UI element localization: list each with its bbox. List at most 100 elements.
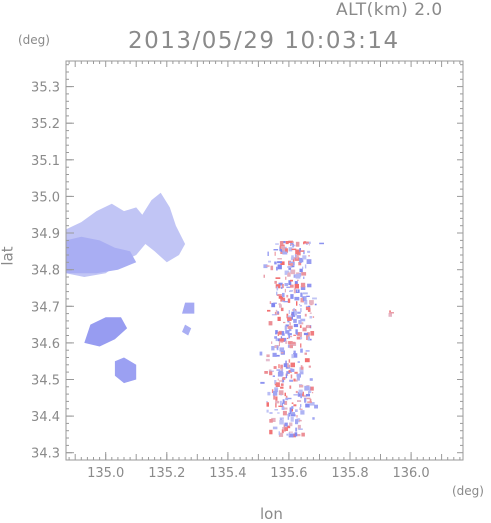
- eastern-cluster-pixel: [289, 261, 293, 264]
- eastern-cluster-pixel: [279, 241, 284, 245]
- eastern-cluster-pixel: [284, 401, 288, 405]
- eastern-cluster-pixel: [291, 311, 295, 316]
- eastern-cluster-pixel: [275, 277, 281, 279]
- eastern-cluster-pixel: [279, 347, 285, 352]
- eastern-cluster-pixel: [305, 305, 311, 308]
- eastern-cluster-pixel: [276, 286, 279, 291]
- eastern-cluster-pixel: [290, 412, 296, 415]
- eastern-cluster-pixel: [304, 358, 310, 363]
- eastern-cluster-pixel: [308, 242, 310, 246]
- eastern-cluster-pixel: [278, 303, 281, 306]
- eastern-cluster-pixel: [273, 395, 276, 400]
- eastern-cluster-pixel: [297, 424, 301, 430]
- eastern-cluster-pixel: [282, 251, 288, 255]
- eastern-cluster-pixel: [280, 400, 282, 406]
- eastern-cluster-pixel: [302, 255, 307, 260]
- eastern-cluster-pixel: [299, 257, 304, 263]
- eastern-cluster-pixel: [310, 331, 315, 336]
- eastern-cluster-pixel: [295, 379, 298, 382]
- eastern-cluster-pixel: [290, 414, 296, 417]
- eastern-cluster-pixel: [289, 284, 294, 288]
- eastern-cluster-pixel: [302, 292, 308, 295]
- eastern-cluster-pixel: [282, 284, 284, 289]
- eastern-cluster-pixel: [271, 341, 273, 344]
- eastern-cluster-pixel: [276, 347, 278, 349]
- y-tick-label: 35.1: [31, 154, 60, 169]
- eastern-cluster-pixel: [296, 301, 298, 306]
- eastern-cluster-pixel: [286, 337, 289, 339]
- eastern-cluster-pixel: [289, 410, 291, 414]
- eastern-cluster-pixel: [275, 396, 278, 401]
- x-axis-title: lon: [260, 505, 283, 523]
- eastern-cluster-pixel: [278, 432, 284, 437]
- eastern-cluster-pixel: [280, 364, 283, 370]
- eastern-cluster-pixel: [281, 331, 285, 336]
- eastern-cluster-pixel: [292, 243, 294, 248]
- eastern-cluster-pixel: [293, 308, 295, 314]
- eastern-cluster-pixel: [287, 317, 292, 321]
- eastern-cluster-pixel: [291, 354, 294, 359]
- x-tick-label: 135.2: [148, 466, 185, 481]
- eastern-cluster-pixel: [291, 406, 294, 409]
- eastern-cluster-pixel: [287, 272, 291, 277]
- eastern-cluster-pixel: [303, 250, 305, 255]
- eastern-cluster-pixel: [294, 254, 297, 258]
- eastern-cluster-pixel: [312, 417, 315, 420]
- eastern-cluster-pixel: [281, 372, 284, 376]
- eastern-cluster-pixel: [299, 305, 302, 307]
- y-tick-label: 34.5: [31, 374, 60, 389]
- eastern-cluster-pixel: [275, 402, 277, 408]
- eastern-cluster-pixel: [284, 392, 286, 397]
- eastern-cluster-pixel: [295, 298, 300, 300]
- eastern-cluster-pixel: [267, 251, 269, 256]
- central-small-cell: [182, 324, 192, 336]
- eastern-cluster-pixel: [286, 294, 289, 298]
- eastern-cluster-pixel: [275, 354, 280, 357]
- eastern-cluster-pixel: [288, 333, 290, 339]
- eastern-cluster-pixel: [287, 320, 290, 323]
- eastern-cluster-pixel: [292, 433, 296, 438]
- eastern-cluster-pixel: [277, 311, 279, 314]
- eastern-cluster-pixel: [294, 310, 298, 316]
- eastern-cluster-pixel: [271, 346, 275, 351]
- eastern-cluster-pixel: [295, 409, 298, 412]
- eastern-cluster-pixel: [308, 255, 310, 257]
- eastern-cluster-pixel: [280, 249, 282, 252]
- eastern-cluster-pixel: [291, 402, 294, 404]
- eastern-cluster-pixel: [299, 304, 301, 306]
- eastern-cluster-pixel: [296, 315, 301, 319]
- eastern-cluster-pixel: [300, 410, 305, 415]
- eastern-cluster-pixel: [288, 266, 292, 270]
- eastern-cluster-pixel: [303, 332, 309, 336]
- eastern-cluster-pixel: [299, 325, 302, 328]
- altitude-label: ALT(km) 2.0: [336, 0, 443, 20]
- eastern-cluster-pixel: [300, 336, 303, 340]
- eastern-cluster-pixel: [280, 261, 285, 265]
- eastern-cluster-pixel: [281, 406, 285, 410]
- eastern-cluster-pixel: [300, 286, 306, 290]
- eastern-cluster-pixel: [286, 425, 291, 429]
- x-axis-unit: (deg): [452, 484, 484, 498]
- eastern-cluster-pixel: [293, 353, 298, 358]
- eastern-cluster-pixel: [288, 310, 290, 314]
- x-tick-label: 135.4: [209, 466, 246, 481]
- eastern-cluster-pixel: [273, 302, 277, 304]
- eastern-cluster-pixel: [278, 330, 283, 333]
- eastern-cluster-pixel: [298, 261, 302, 266]
- y-tick-label: 34.8: [31, 264, 60, 279]
- eastern-cluster-pixel: [297, 361, 300, 363]
- eastern-cluster-pixel: [272, 375, 275, 377]
- eastern-cluster-pixel: [300, 404, 302, 407]
- eastern-cluster-pixel: [306, 259, 312, 264]
- eastern-cluster-pixel: [291, 248, 297, 251]
- eastern-cluster-pixel: [280, 307, 284, 312]
- eastern-cluster-pixel: [304, 352, 307, 355]
- eastern-cluster-pixel: [295, 329, 298, 334]
- eastern-cluster-pixel: [266, 401, 268, 403]
- eastern-cluster-pixel: [294, 371, 298, 374]
- eastern-cluster-pixel: [266, 409, 269, 413]
- eastern-cluster-pixel: [309, 316, 313, 319]
- eastern-cluster-pixel: [282, 377, 286, 380]
- eastern-cluster-pixel: [288, 336, 293, 338]
- eastern-cluster-pixel: [290, 263, 294, 268]
